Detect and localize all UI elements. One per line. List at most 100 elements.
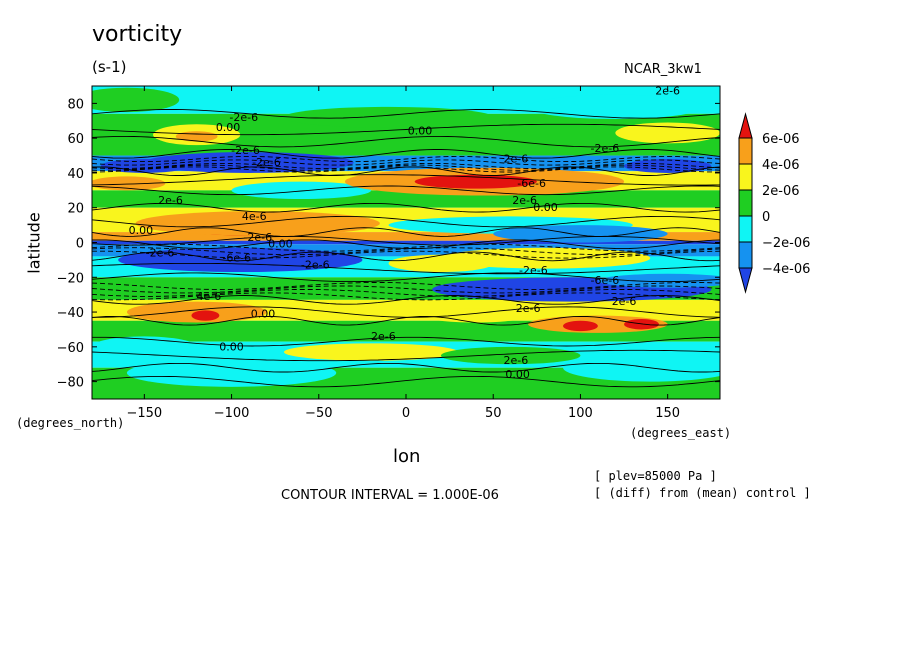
y-tick-label: 40 bbox=[67, 167, 84, 182]
field-blob bbox=[191, 310, 220, 321]
contour-line bbox=[92, 262, 720, 275]
contour-line bbox=[92, 174, 720, 186]
contour-line bbox=[92, 243, 720, 252]
contour-line bbox=[92, 227, 720, 237]
y-tick-label: −20 bbox=[57, 271, 84, 286]
x-tick-label: −150 bbox=[126, 406, 162, 421]
contour-label: -6e-6 bbox=[222, 252, 251, 265]
colorbar-label: 4e-06 bbox=[762, 158, 800, 173]
contour-line bbox=[92, 235, 720, 246]
contour-line bbox=[92, 159, 720, 166]
colorbar-label: 0 bbox=[762, 210, 770, 225]
field-blob bbox=[440, 247, 651, 269]
contour-label: 2e-6 bbox=[512, 194, 537, 207]
contour-label: -2e-6 bbox=[301, 259, 330, 272]
contour-label: 0.00 bbox=[129, 224, 154, 237]
field-blob bbox=[100, 159, 188, 173]
colorbar-cell bbox=[738, 163, 753, 191]
x-tick-label: −50 bbox=[305, 406, 332, 421]
field-blob bbox=[126, 359, 337, 387]
colorbar-cell bbox=[738, 241, 753, 269]
contour-line bbox=[92, 306, 720, 318]
contour-label: -2e-6 bbox=[231, 144, 260, 157]
contour-line bbox=[92, 292, 720, 301]
x-tick-label: 0 bbox=[402, 406, 410, 421]
contour-label: 2e-6 bbox=[371, 330, 396, 343]
contour-line bbox=[92, 349, 720, 362]
field-blob bbox=[563, 353, 720, 382]
contour-line bbox=[92, 336, 720, 347]
contour-line bbox=[92, 247, 720, 256]
field-band bbox=[92, 232, 720, 241]
contour-label: 4e-6 bbox=[242, 210, 267, 223]
contour-interval-text: CONTOUR INTERVAL = 1.000E-06 bbox=[281, 488, 499, 503]
y-tick-label: −80 bbox=[57, 376, 84, 391]
contour-label: 2e-6 bbox=[158, 194, 183, 207]
colorbar-label: −2e-06 bbox=[762, 236, 810, 251]
y-tick-label: −60 bbox=[57, 341, 84, 356]
contour-label: -2e-6 bbox=[243, 231, 272, 244]
contour-line bbox=[92, 282, 720, 290]
contour-label: 0.00 bbox=[251, 307, 276, 320]
contour-line bbox=[92, 164, 720, 171]
contour-line bbox=[92, 109, 720, 119]
contour-line bbox=[92, 250, 720, 259]
contour-label: -2e-6 bbox=[229, 111, 258, 124]
contour-label: -6e-6 bbox=[591, 274, 620, 287]
y-tick-label: 0 bbox=[76, 237, 84, 252]
contour-label: 0.00 bbox=[505, 368, 530, 381]
contour-line bbox=[92, 215, 720, 228]
diff-text: [ (diff) from (mean) control ] bbox=[594, 486, 811, 500]
contour-label: 2e-6 bbox=[612, 295, 637, 308]
field-band bbox=[92, 240, 720, 245]
x-tick-label: 50 bbox=[485, 406, 502, 421]
colorbar-label: 2e-06 bbox=[762, 184, 800, 199]
contour-label: 0.00 bbox=[219, 340, 244, 353]
colorbar-cell bbox=[738, 215, 753, 243]
field-blob bbox=[283, 106, 494, 128]
y-axis-units: (degrees_north) bbox=[16, 416, 125, 430]
field-blob bbox=[493, 225, 668, 243]
colorbar-cell bbox=[738, 267, 753, 294]
contour-line bbox=[92, 162, 720, 170]
contour-label: 2e-6 bbox=[516, 302, 541, 315]
field-blob bbox=[423, 308, 529, 323]
contour-label: 0.00 bbox=[216, 121, 241, 134]
colorbar-label: −4e-06 bbox=[762, 262, 810, 277]
x-tick-label: −100 bbox=[214, 406, 250, 421]
chart-title: vorticity bbox=[92, 22, 183, 47]
contour-line bbox=[92, 362, 720, 373]
field-blob bbox=[440, 346, 581, 365]
colorbar-cell bbox=[738, 189, 753, 217]
field-blob bbox=[283, 343, 459, 361]
contour-label: 0.00 bbox=[533, 201, 558, 214]
contour-label: 2e-6 bbox=[504, 354, 529, 367]
contour-line bbox=[92, 166, 720, 173]
field-blob bbox=[231, 181, 372, 200]
colorbar-cell bbox=[738, 112, 753, 139]
contour-line bbox=[92, 285, 720, 294]
x-axis-label: lon bbox=[393, 446, 421, 467]
contour-label: -2e-6 bbox=[519, 264, 548, 277]
field-blob bbox=[597, 273, 720, 288]
x-tick-label: 100 bbox=[568, 406, 593, 421]
contour-line bbox=[92, 202, 720, 213]
contour-line bbox=[92, 123, 720, 136]
contour-label: 2e-6 bbox=[655, 85, 680, 98]
contour-label: 4e-6 bbox=[197, 290, 222, 303]
contour-label: -2e-6 bbox=[252, 156, 281, 169]
plev-text: [ plev=85000 Pa ] bbox=[594, 469, 717, 483]
contour-line bbox=[92, 375, 720, 388]
y-tick-label: 60 bbox=[67, 132, 84, 147]
x-tick-label: 150 bbox=[655, 406, 680, 421]
contour-label: 0.00 bbox=[268, 238, 293, 251]
y-tick-label: −40 bbox=[57, 306, 84, 321]
contour-line bbox=[92, 289, 720, 297]
chart-units: (s-1) bbox=[92, 58, 127, 76]
field-blob bbox=[528, 94, 703, 120]
contour-line bbox=[92, 149, 720, 159]
contour-line bbox=[92, 135, 720, 148]
x-axis-units: (degrees_east) bbox=[630, 426, 732, 440]
contour-label: 0.00 bbox=[408, 125, 433, 138]
